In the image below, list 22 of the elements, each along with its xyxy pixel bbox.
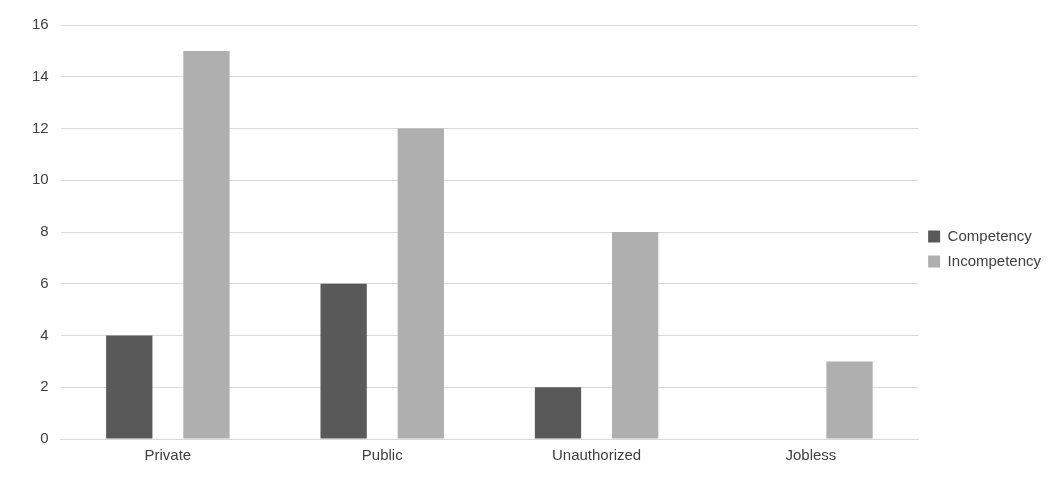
bar [106,335,153,439]
bar [826,361,873,439]
y-tick-label: 10 [32,170,49,188]
y-tick-label: 8 [40,222,49,240]
y-tick-label: 12 [32,118,49,136]
y-tick-label: 4 [40,325,49,343]
bar [612,232,659,439]
x-tick-label: Jobless [785,446,837,464]
x-tick-label: Unauthorized [551,446,642,464]
bar [183,50,230,439]
x-tick-label: Private [144,446,192,464]
y-tick-label: 14 [32,66,49,84]
legend-label: Competency [947,226,1033,244]
bar [534,387,582,439]
bar [320,283,367,439]
y-tick-label: 6 [40,273,49,291]
bar [397,128,444,439]
y-tick-label: 2 [40,377,49,395]
legend-label: Incompetency [947,251,1042,269]
y-tick-label: 16 [32,15,49,33]
y-tick-label: 0 [40,429,49,447]
x-tick-label: Public [361,446,404,464]
